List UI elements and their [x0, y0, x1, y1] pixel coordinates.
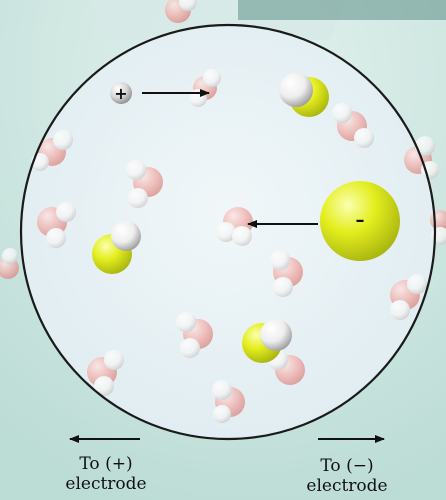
water-molecule: [0, 248, 19, 279]
positive-electrode-caption-line1: To (+): [79, 454, 133, 474]
negative-electrode-caption-line2: electrode: [306, 476, 388, 496]
negative-electrode-caption-line1: To (−): [320, 456, 374, 476]
water-molecule: [268, 350, 305, 385]
water-molecule: [216, 207, 253, 246]
cation-charge-label: +: [114, 84, 127, 103]
water-molecule: [165, 0, 197, 23]
negative-electrode-caption: To (−) electrode: [297, 456, 397, 496]
water-molecule: [270, 250, 303, 297]
water-molecules: [0, 0, 446, 423]
anion-charge-label: –: [356, 210, 365, 231]
magnified-circle-border: [19, 23, 437, 441]
anion-water-pair: [279, 73, 329, 117]
anion-water-pair: [242, 319, 292, 363]
water-molecule: [87, 350, 124, 396]
water-molecule: [390, 274, 427, 320]
anion-water-pair: [92, 221, 141, 274]
water-molecule: [37, 202, 76, 248]
water-molecule: [212, 380, 245, 423]
positive-electrode-caption-line2: electrode: [65, 474, 147, 494]
water-molecule: [332, 103, 374, 148]
water-molecule: [126, 160, 163, 208]
cation: [110, 82, 132, 104]
positive-electrode-caption: To (+) electrode: [56, 454, 156, 494]
solution-edge: [238, 0, 446, 20]
anion: [320, 181, 400, 261]
water-molecule: [176, 312, 213, 358]
